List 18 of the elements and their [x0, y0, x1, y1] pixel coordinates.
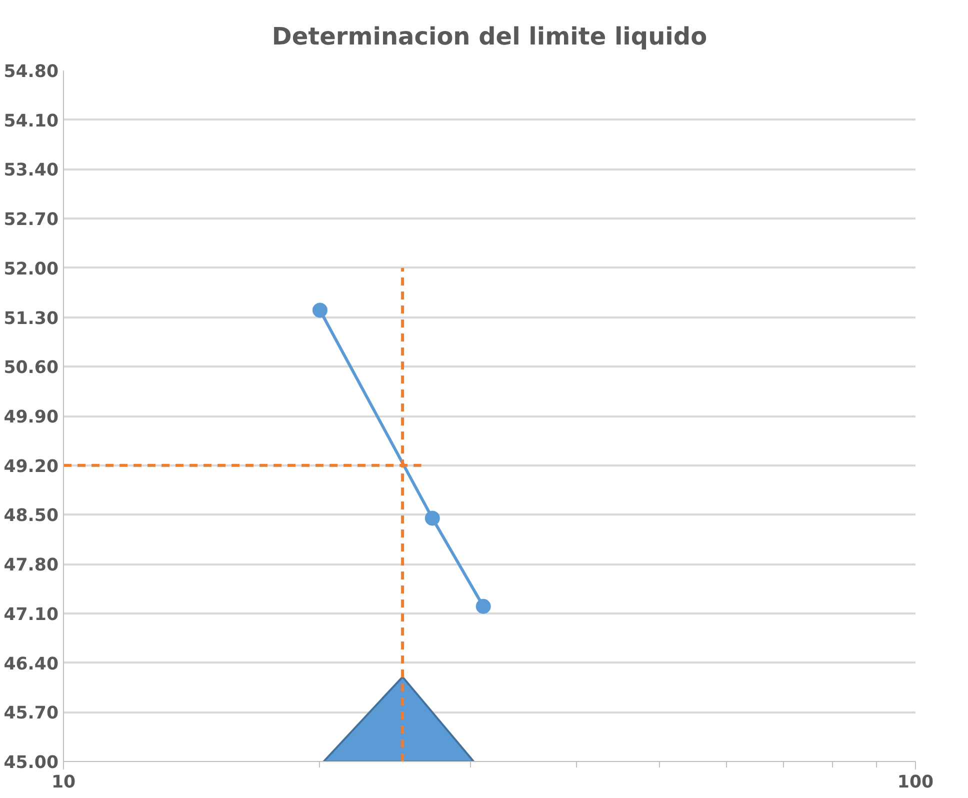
y-tick-label: 54.10	[4, 111, 58, 132]
y-tick-label: 51.30	[4, 308, 58, 329]
y-tick-label: 45.70	[4, 704, 58, 724]
y-tick-label: 49.20	[4, 456, 58, 477]
chart-title: Determinacion del limite liquido	[272, 22, 708, 50]
y-tick-label: 47.10	[4, 604, 58, 625]
y-tick-label: 45.00	[4, 753, 58, 773]
y-tick-label: 54.80	[4, 62, 58, 82]
y-tick-label: 48.50	[4, 506, 58, 526]
y-tick-label: 52.00	[4, 259, 58, 280]
y-tick-label: 53.40	[4, 160, 58, 181]
x-tick-label: 100	[897, 772, 934, 792]
y-tick-label: 49.90	[4, 408, 58, 428]
x-tick-label: 10	[51, 772, 76, 792]
y-tick-label: 46.40	[4, 654, 58, 674]
y-tick-label: 47.80	[4, 556, 58, 576]
y-tick-label: 50.60	[4, 358, 58, 378]
y-tick-label: 52.70	[4, 210, 58, 230]
